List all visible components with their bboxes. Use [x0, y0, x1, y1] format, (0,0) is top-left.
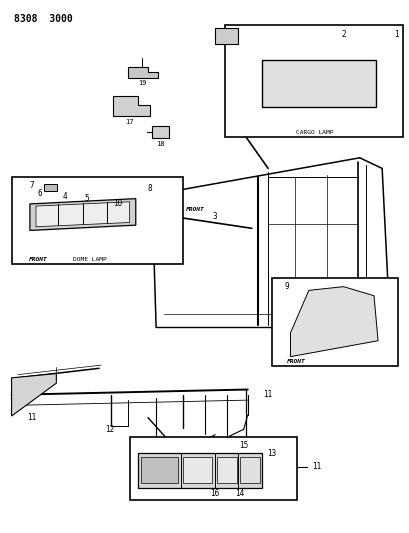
Polygon shape: [290, 287, 377, 357]
Text: 19: 19: [138, 79, 146, 85]
Text: 10: 10: [112, 199, 122, 208]
Bar: [152, 126, 169, 138]
Bar: [137, 453, 261, 488]
Text: 11: 11: [311, 463, 320, 471]
Text: 6: 6: [38, 189, 42, 198]
Bar: [44, 184, 57, 191]
Text: 2: 2: [340, 30, 345, 39]
Text: 7: 7: [29, 181, 34, 190]
Bar: [141, 457, 177, 483]
Bar: [183, 457, 211, 483]
Text: 5: 5: [84, 193, 89, 203]
Text: FRONT: FRONT: [185, 207, 204, 212]
Text: 11: 11: [27, 413, 36, 422]
Bar: [129, 437, 296, 500]
Text: 14: 14: [234, 489, 244, 498]
Text: 1: 1: [393, 30, 398, 39]
Bar: [239, 457, 259, 483]
Text: 11: 11: [263, 390, 272, 399]
Text: 16: 16: [210, 489, 219, 498]
Polygon shape: [30, 199, 135, 230]
Text: 8: 8: [147, 183, 152, 192]
Text: 13: 13: [267, 449, 276, 458]
Text: 15: 15: [238, 441, 248, 450]
Text: DOME LAMP: DOME LAMP: [72, 257, 106, 262]
Polygon shape: [113, 96, 150, 116]
Text: 17: 17: [125, 119, 134, 125]
Bar: [215, 28, 237, 44]
Text: 4: 4: [62, 192, 67, 201]
Bar: [261, 60, 375, 108]
Bar: [225, 25, 402, 136]
Text: CARGO LAMP: CARGO LAMP: [295, 131, 333, 135]
Polygon shape: [11, 374, 56, 416]
Bar: [11, 177, 182, 264]
Bar: [217, 457, 236, 483]
Text: 9: 9: [283, 282, 288, 291]
Text: 3: 3: [212, 212, 217, 221]
Bar: [272, 278, 398, 366]
Text: 8308  3000: 8308 3000: [13, 14, 72, 24]
Text: 18: 18: [156, 141, 164, 147]
Text: FRONT: FRONT: [29, 257, 48, 262]
Polygon shape: [127, 67, 158, 78]
Polygon shape: [36, 202, 129, 227]
Text: FRONT: FRONT: [287, 359, 305, 365]
Text: 12: 12: [104, 425, 114, 434]
